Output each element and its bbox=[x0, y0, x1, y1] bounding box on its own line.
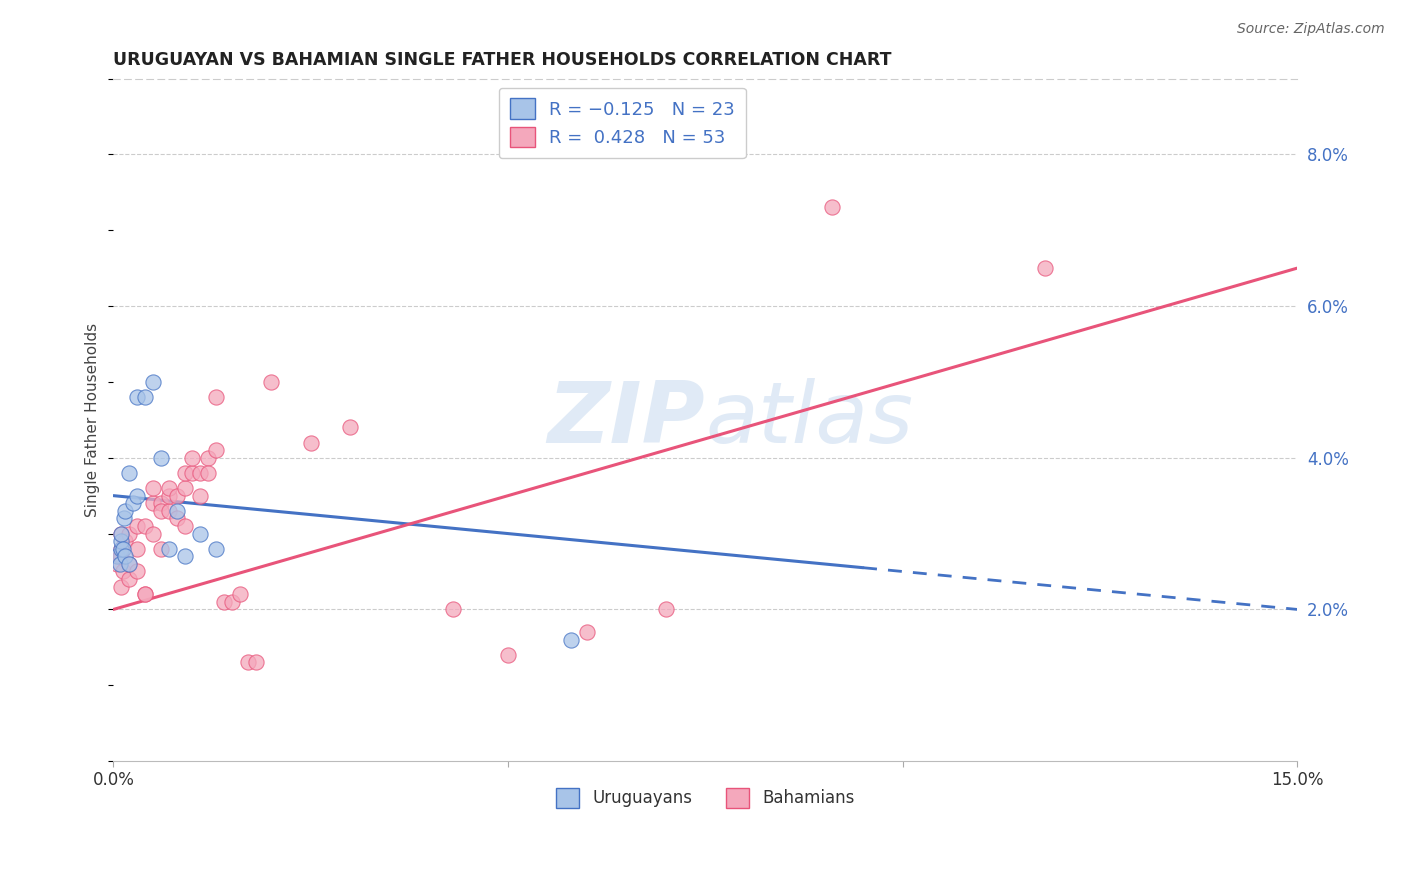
Point bbox=[134, 390, 156, 404]
Point bbox=[110, 580, 132, 594]
Point bbox=[127, 390, 149, 404]
Point bbox=[205, 443, 228, 458]
Point bbox=[157, 489, 180, 503]
Point bbox=[188, 526, 211, 541]
Point bbox=[134, 587, 156, 601]
Point bbox=[110, 541, 132, 556]
Point bbox=[149, 496, 172, 510]
Point bbox=[114, 549, 136, 564]
Point bbox=[118, 572, 141, 586]
Point bbox=[166, 511, 188, 525]
Point bbox=[212, 595, 235, 609]
Point bbox=[118, 557, 141, 571]
Point bbox=[181, 450, 204, 465]
Point bbox=[173, 549, 195, 564]
Point bbox=[181, 466, 204, 480]
Point bbox=[134, 587, 156, 601]
Point bbox=[229, 587, 252, 601]
Point bbox=[127, 565, 149, 579]
Point bbox=[107, 557, 129, 571]
Point bbox=[236, 656, 259, 670]
Point bbox=[820, 201, 842, 215]
Point bbox=[149, 450, 172, 465]
Point bbox=[114, 534, 136, 549]
Point bbox=[260, 375, 283, 389]
Legend: Uruguayans, Bahamians: Uruguayans, Bahamians bbox=[550, 781, 862, 814]
Point bbox=[339, 420, 361, 434]
Point bbox=[118, 466, 141, 480]
Point bbox=[110, 534, 132, 549]
Point bbox=[149, 541, 172, 556]
Point bbox=[110, 526, 132, 541]
Point bbox=[1033, 261, 1056, 276]
Point bbox=[118, 526, 141, 541]
Point bbox=[127, 541, 149, 556]
Point bbox=[205, 541, 228, 556]
Text: atlas: atlas bbox=[706, 378, 914, 461]
Point bbox=[560, 632, 582, 647]
Point bbox=[173, 481, 195, 495]
Point bbox=[188, 489, 211, 503]
Point bbox=[118, 557, 141, 571]
Point bbox=[111, 541, 134, 556]
Point bbox=[205, 390, 228, 404]
Point bbox=[107, 549, 129, 564]
Point bbox=[188, 466, 211, 480]
Point bbox=[108, 549, 131, 564]
Point bbox=[142, 496, 165, 510]
Point bbox=[197, 450, 219, 465]
Text: URUGUAYAN VS BAHAMIAN SINGLE FATHER HOUSEHOLDS CORRELATION CHART: URUGUAYAN VS BAHAMIAN SINGLE FATHER HOUS… bbox=[114, 51, 891, 69]
Point bbox=[111, 565, 134, 579]
Point bbox=[142, 375, 165, 389]
Point bbox=[122, 496, 145, 510]
Point bbox=[299, 435, 322, 450]
Point bbox=[496, 648, 519, 662]
Point bbox=[112, 511, 135, 525]
Point bbox=[173, 466, 195, 480]
Point bbox=[575, 625, 598, 640]
Text: ZIP: ZIP bbox=[548, 378, 706, 461]
Point bbox=[166, 489, 188, 503]
Point bbox=[441, 602, 464, 616]
Point bbox=[127, 489, 149, 503]
Point bbox=[108, 557, 131, 571]
Point bbox=[142, 526, 165, 541]
Point bbox=[142, 481, 165, 495]
Point bbox=[655, 602, 678, 616]
Point bbox=[114, 504, 136, 518]
Y-axis label: Single Father Households: Single Father Households bbox=[86, 323, 100, 516]
Text: Source: ZipAtlas.com: Source: ZipAtlas.com bbox=[1237, 22, 1385, 37]
Point bbox=[197, 466, 219, 480]
Point bbox=[173, 519, 195, 533]
Point bbox=[157, 504, 180, 518]
Point bbox=[149, 504, 172, 518]
Point bbox=[110, 549, 132, 564]
Point bbox=[157, 541, 180, 556]
Point bbox=[110, 526, 132, 541]
Point bbox=[245, 656, 267, 670]
Point bbox=[127, 519, 149, 533]
Point bbox=[221, 595, 243, 609]
Point bbox=[110, 541, 132, 556]
Point bbox=[157, 481, 180, 495]
Point bbox=[134, 519, 156, 533]
Point bbox=[166, 504, 188, 518]
